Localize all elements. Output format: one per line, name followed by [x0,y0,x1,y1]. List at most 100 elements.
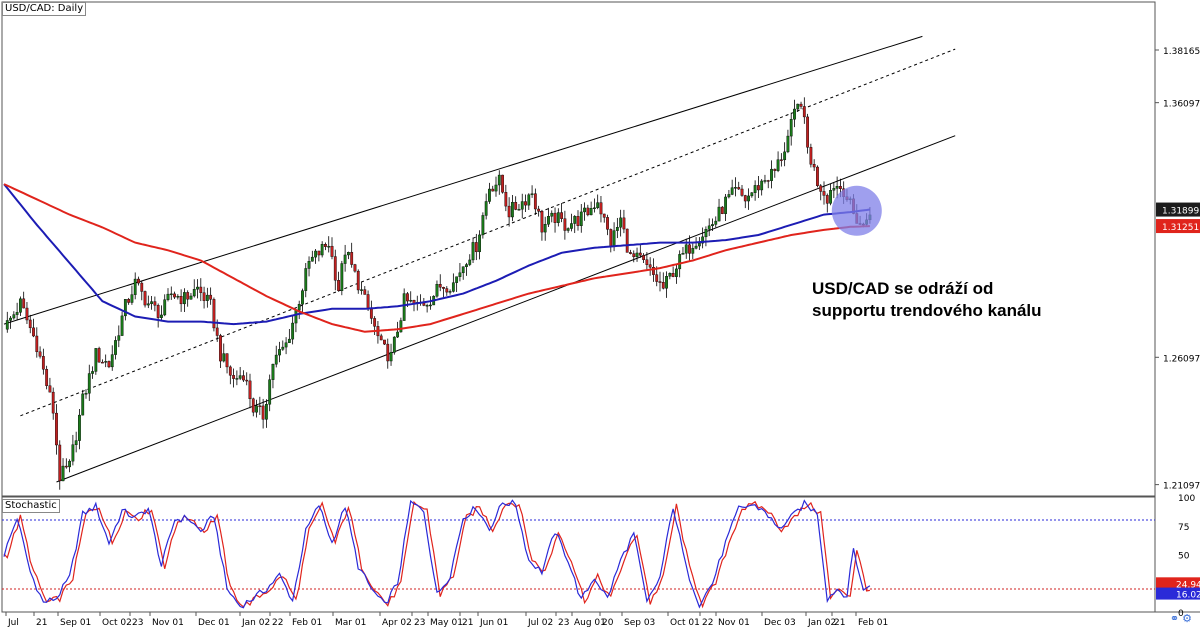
candle-body [819,185,823,192]
candle-body [602,213,606,218]
candle-body [435,283,439,297]
time-axis-label: Apr 02 [382,618,412,628]
candle-body [609,229,613,247]
candle-body [550,212,554,217]
time-axis-label: 22 [272,618,283,628]
candle-body [189,295,193,300]
trend-channel-line-1 [3,35,923,325]
candle-body [829,190,832,204]
candle-body [212,299,216,329]
candle-body [455,276,459,283]
candle-body [458,272,462,277]
candle-body [757,185,760,191]
candle-body [317,250,321,256]
candle-body [409,299,413,302]
candle-body [612,230,616,247]
candle-body [242,375,245,381]
candle-body [373,318,377,327]
trend-channel-line-2 [20,48,956,417]
candle-body [812,164,816,168]
candle-body [704,229,708,238]
candle-body [793,108,796,120]
candle-body [379,335,383,341]
candle-body [261,405,265,420]
time-axis-label: 21 [36,618,47,628]
annotation-line-2: supportu trendového kanálu [812,301,1042,320]
candle-body [711,224,714,227]
candle-body [766,180,770,182]
candle-body [163,299,167,316]
candle-body [35,335,39,353]
candle-body [537,208,541,212]
candle-body [274,354,278,365]
candle-body [100,361,104,364]
candle-body [809,147,813,165]
candle-body [579,211,583,226]
chart-layout-icon[interactable]: ⚭ [1169,613,1180,625]
candle-body [511,202,514,218]
price-axis-label: 1.21097 [1163,482,1200,492]
candle-body [645,259,649,265]
candle-body [701,236,705,244]
time-axis-label: Jul [7,618,19,628]
candle-body [301,290,304,305]
candle-body [570,223,573,229]
stochastic-axis-label: 0 [1178,609,1184,619]
candle-body [61,465,65,482]
candle-body [294,309,298,324]
candle-body [461,266,465,274]
candle-body [169,293,173,296]
candle-body [130,294,134,303]
candle-body [140,282,144,292]
candle-body [606,217,609,230]
candle-body [438,283,442,288]
candle-body [615,227,619,231]
candle-body [38,351,42,357]
candle-body [556,212,560,223]
candle-body [629,252,632,254]
candle-body [182,292,186,305]
candle-body [504,192,508,207]
stochastic-d-line [3,500,870,609]
candle-body [688,244,691,254]
candle-body [684,244,688,254]
candle-body [84,393,88,395]
candle-body [786,135,790,153]
candle-body [839,186,842,189]
candle-body [448,291,452,293]
candle-body [429,304,432,307]
candle-body [593,207,596,210]
candle-body [281,346,285,350]
candle-body [514,202,518,210]
candle-body [661,281,665,289]
time-axis-label: 23 [414,618,425,628]
candle-body [347,252,350,256]
candle-body [156,304,160,318]
candle-body [199,286,203,293]
time-axis-label: Sep 01 [60,618,91,628]
candle-body [176,296,180,298]
candle-body [566,228,570,231]
candle-body [740,188,744,196]
candle-body [114,340,117,355]
candle-body [343,254,347,264]
candle-body [258,405,262,408]
candle-body [619,217,623,228]
candle-body [573,216,577,224]
candle-body [320,244,324,256]
stochastic-axis-label: 75 [1178,523,1189,533]
candle-body [58,444,62,482]
candle-body [284,342,288,348]
candle-body [307,260,311,269]
candle-body [563,218,567,231]
time-axis-label: 21 [462,618,473,628]
chart-annotation: USD/CAD se odráží od supportu trendového… [812,278,1042,322]
candle-body [314,250,317,258]
candle-body [353,264,357,272]
settings-icon[interactable]: ⚙ [1182,613,1192,625]
price-axis-label: 1.26097 [1163,354,1200,364]
candle-body [796,103,800,110]
candle-body [760,180,764,191]
candle-body [28,319,32,329]
